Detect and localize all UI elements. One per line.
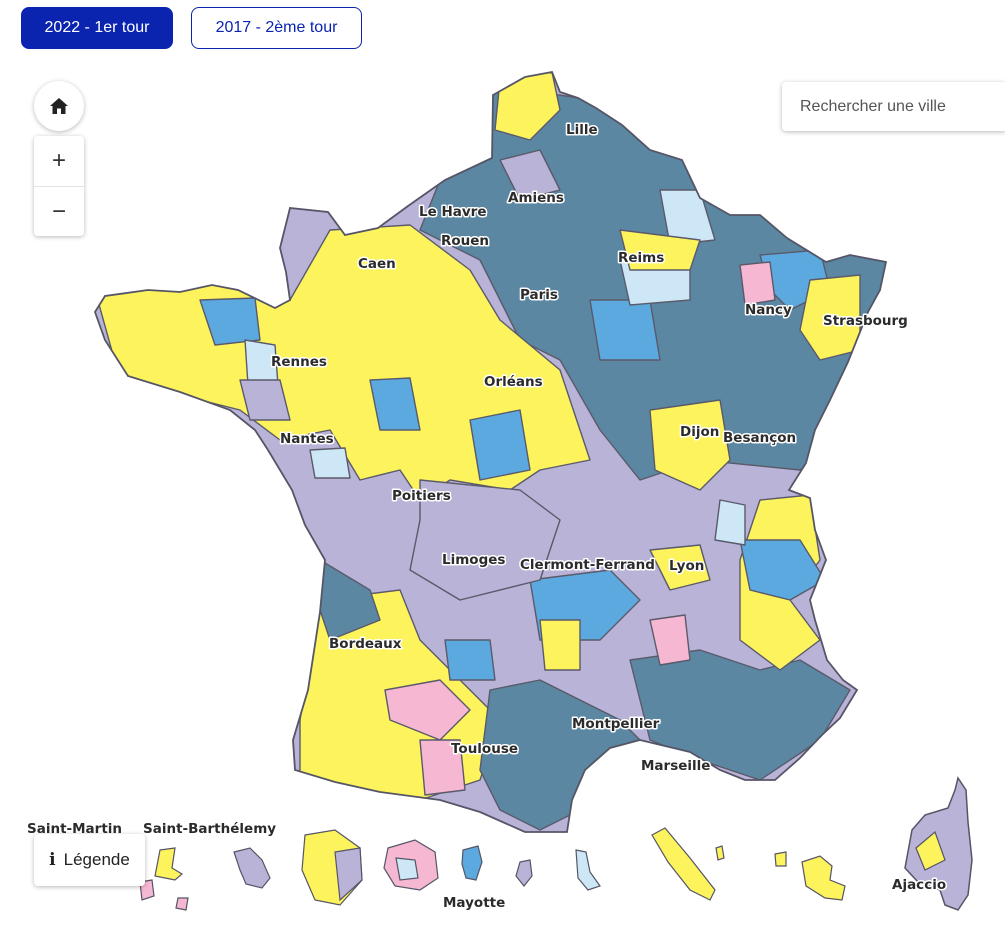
city-labels: Lille Amiens Le Havre Rouen Caen Reims P… [26, 121, 948, 913]
city-label-limoges: Limoges [442, 552, 505, 568]
city-label-poitiers: Poitiers [392, 488, 451, 504]
legend-button[interactable]: i Légende [34, 834, 145, 886]
overseas-label-saint-barthelemy: Saint-Barthélemy [143, 821, 276, 837]
city-label-orleans: Orléans [484, 374, 543, 390]
zoom-controls: + − [34, 136, 84, 236]
city-search-input[interactable] [782, 82, 1005, 131]
city-label-ajaccio: Ajaccio [892, 877, 946, 893]
legend-label: Légende [63, 850, 130, 869]
overseas-label-mayotte: Mayotte [443, 895, 505, 911]
city-label-besancon: Besançon [723, 430, 796, 446]
city-label-le-havre: Le Havre [419, 204, 486, 220]
city-label-lyon: Lyon [669, 558, 704, 574]
city-label-rouen: Rouen [441, 233, 489, 249]
city-label-paris: Paris [520, 287, 558, 303]
city-label-amiens: Amiens [508, 190, 564, 206]
city-search [782, 82, 1005, 131]
city-label-bordeaux: Bordeaux [329, 636, 402, 652]
city-label-strasbourg: Strasbourg [823, 313, 908, 329]
city-label-lille: Lille [566, 122, 598, 138]
overseas-territories[interactable] [139, 827, 846, 911]
city-label-clermont-ferrand: Clermont-Ferrand [520, 557, 655, 573]
tab-2017-second-round[interactable]: 2017 - 2ème tour [191, 7, 362, 49]
home-button[interactable] [34, 81, 84, 131]
tab-2022-first-round[interactable]: 2022 - 1er tour [21, 7, 173, 49]
city-label-caen: Caen [358, 256, 396, 272]
city-label-montpellier: Montpellier [572, 716, 660, 732]
city-label-nancy: Nancy [745, 302, 792, 318]
city-label-toulouse: Toulouse [451, 741, 518, 757]
city-label-nantes: Nantes [280, 431, 334, 447]
city-label-marseille: Marseille [641, 758, 710, 774]
city-label-dijon: Dijon [680, 424, 719, 440]
home-icon [50, 98, 68, 114]
city-label-rennes: Rennes [271, 354, 327, 370]
overseas-label-saint-martin: Saint-Martin [27, 821, 122, 837]
zoom-out-button[interactable]: − [34, 186, 84, 237]
zoom-in-button[interactable]: + [51, 147, 66, 174]
info-icon: i [49, 850, 56, 870]
city-label-reims: Reims [618, 250, 664, 266]
